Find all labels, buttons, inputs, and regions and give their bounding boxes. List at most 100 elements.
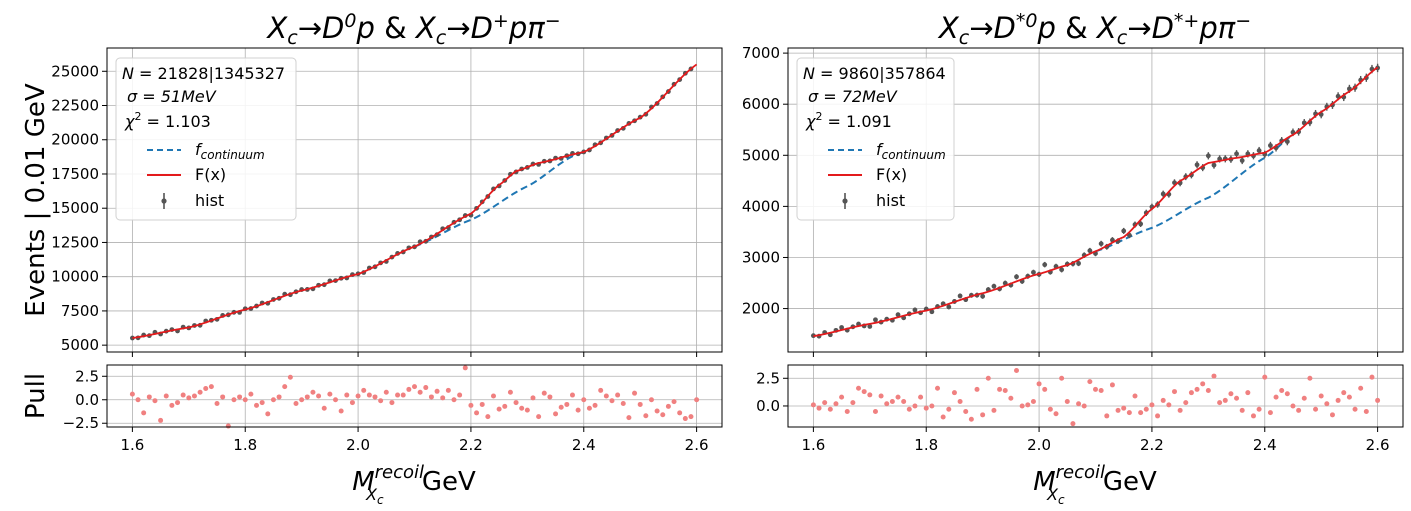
legend-hist-marker [842,198,848,204]
pull-point [163,393,169,399]
pull-point [225,423,231,429]
y-tick-label: 5000 [61,336,99,354]
pull-point [445,387,451,393]
pull-point [1369,374,1375,380]
pull-point [1313,406,1319,412]
pull-point [1143,406,1149,412]
pull-point [321,405,327,411]
legend-frame [796,57,955,221]
pull-point [1239,407,1245,413]
hist-point [1234,150,1239,158]
y-tick-label: 5000 [742,146,780,164]
pull-point [929,403,935,409]
pull-point [867,392,873,398]
pull-point [1183,400,1189,406]
pull-point [569,392,575,398]
legend-continuum-label: fcontinuum [195,140,265,162]
hist-marker [1087,248,1093,254]
pull-point [906,406,912,412]
hist-point [1160,190,1166,198]
pull-point [833,401,839,407]
pull-point [827,406,833,412]
pull-point [468,402,474,408]
pull-point [1375,397,1381,403]
chart-title: Xc→D0p & Xc→D+pπ− [265,10,560,49]
pull-point [372,394,378,400]
pull-point [1109,382,1115,388]
pull-point [1301,395,1307,401]
hist-point [1031,269,1036,276]
x-tick-label: 2.6 [1366,436,1390,454]
y-tick-label: 3000 [742,248,780,266]
pull-point [197,389,203,395]
legend-hist-label: hist [195,191,224,210]
pull-point [951,390,957,396]
pull-point [1200,381,1206,387]
pull-point [180,392,186,398]
pull-point [1155,413,1161,419]
hist-marker [1014,274,1019,280]
pull-point [208,384,214,390]
pull-point [586,405,592,411]
pull-point [1042,386,1048,392]
y-tick-label: 17500 [51,165,99,183]
pull-point [1250,413,1256,419]
pull-axes-frame [106,364,723,428]
hist-marker [1256,148,1262,153]
hist-point [873,317,878,323]
pull-point [1081,403,1087,409]
pull-point [1025,402,1031,408]
pull-axis-label: Pull [21,373,51,419]
hist-point [946,304,952,310]
hist-point [957,293,963,299]
pull-point [276,394,282,400]
chart-panel-1: 5000 7500 10000 12500 15000 17500 20000 22500 25… [21,10,723,507]
x-tick-label: 2.2 [1140,436,1164,454]
pull-point [861,389,867,395]
hist-point [1138,220,1144,228]
pull-point [434,388,440,394]
pull-point [293,401,299,407]
pull-point [169,402,175,408]
hist-marker [957,293,963,299]
pull-point [1115,407,1121,413]
pull-point [895,394,901,400]
pull-point [901,399,907,405]
pull-point [1234,395,1240,401]
y-tick-label: 15000 [51,199,99,217]
pull-point [980,412,986,418]
pull-point [923,405,929,411]
x-tick-label: 2.4 [572,436,596,454]
chart-panel-2: 2000 3000 4000 5000 6000 7000 0.0 2.5 1.6 1.8 2.0 2… [742,10,1404,507]
pull-point [878,393,884,399]
stat-chi2: χ2 = 1.103 [124,110,211,131]
hist-marker [946,304,952,310]
y-tick-label: 12500 [51,233,99,251]
hist-marker [1076,260,1081,266]
pull-point [383,389,389,395]
main-axes-frame [106,47,723,353]
pull-point [282,384,288,390]
pull-point [299,397,305,403]
pull-point [547,394,553,400]
pull-point [1104,413,1110,419]
pull-point [839,394,845,400]
pull-point [1076,401,1082,407]
fit-curve [132,63,698,339]
pull-point [479,401,485,407]
pull-point [1256,406,1262,412]
pull-point [395,392,401,398]
pull-point [254,402,260,408]
pull-point [974,386,980,392]
hist-points [810,63,1381,339]
pull-point [660,412,666,418]
y-tick-label: 6000 [742,95,780,113]
pull-point [1087,379,1093,385]
pull-point [912,403,918,409]
pull-point [152,398,158,404]
pull-point [997,386,1003,392]
x-tick-label: 1.6 [120,436,144,454]
hist-marker [895,312,901,318]
hist-marker [980,293,986,299]
pull-point [242,397,248,403]
